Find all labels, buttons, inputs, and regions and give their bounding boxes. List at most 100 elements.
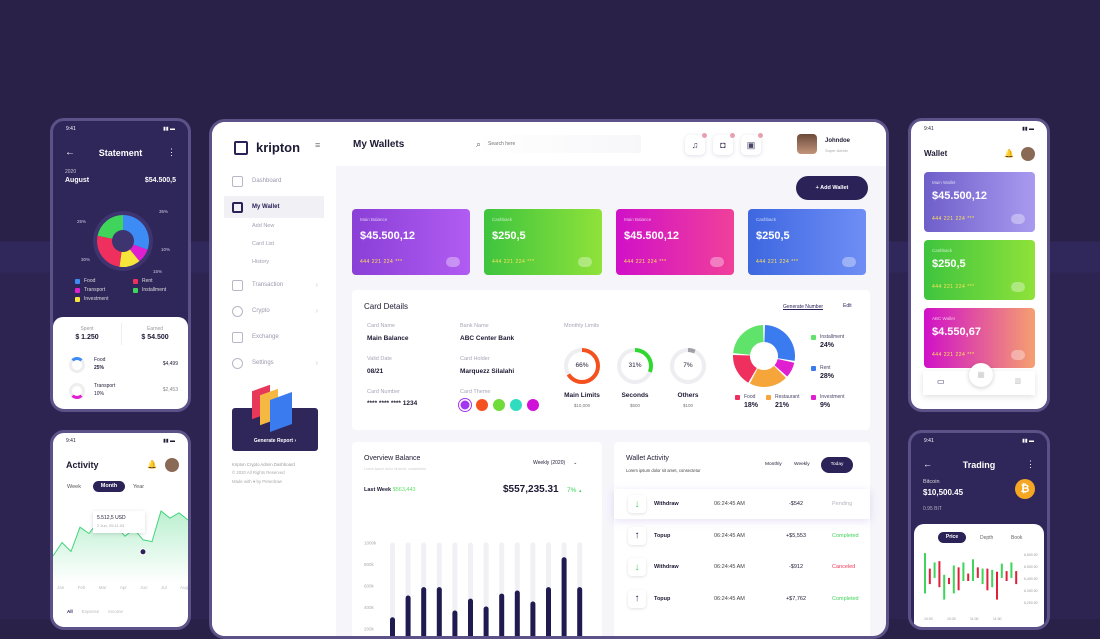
theme-swatch[interactable] (510, 399, 522, 411)
card-label: Main Balance (624, 217, 726, 222)
slice-label: 15% (153, 269, 162, 274)
tab-monthly[interactable]: Monthly (765, 462, 782, 467)
table-row[interactable]: ↑ Topup 06:24:45 AM +$5,553 Completed (614, 521, 870, 551)
search-bar[interactable]: ⌕ (476, 135, 641, 153)
filter-income[interactable]: Income (108, 609, 123, 614)
filter-expense[interactable]: Expense (82, 609, 100, 614)
sidebar-sub-history[interactable]: History (252, 259, 269, 265)
table-row[interactable]: ↓ Withdraw 06:24:45 AM -$542 Pending (614, 489, 870, 519)
footer-copyright: © 2020 All Rights Reserved (232, 470, 285, 475)
card-label: Cashback (932, 248, 1027, 253)
qr-scan-button[interactable]: ▦ (969, 363, 993, 387)
tab-month[interactable]: Month (93, 481, 125, 492)
gift-button[interactable]: ▣ (741, 135, 761, 155)
slice-label: 10% (161, 247, 170, 252)
tab-today[interactable]: Today (821, 457, 853, 473)
card-amount: $45.500,12 (624, 230, 726, 242)
notification-button[interactable]: ♫ (685, 135, 705, 155)
theme-swatch[interactable] (476, 399, 488, 411)
more-icon[interactable]: ⋮ (167, 147, 176, 158)
legend-swatch (75, 288, 80, 293)
tab-weekly[interactable]: Weekly (794, 462, 810, 467)
tab-depth[interactable]: Depth (980, 535, 993, 541)
card-number-value: **** **** **** 1234 (367, 400, 417, 407)
avatar[interactable] (1021, 147, 1035, 161)
table-row[interactable]: ↑ Topup 06:24:45 AM +$7,762 Completed (614, 584, 870, 614)
period-dropdown[interactable]: Weekly (2020)⌄ (533, 460, 577, 466)
nav-label: Transaction (252, 282, 283, 288)
candle (953, 566, 955, 594)
legend-swatch (811, 395, 816, 400)
theme-swatch[interactable] (527, 399, 539, 411)
sidebar-item-crypto[interactable]: Crypto› (224, 300, 324, 322)
x-tick-label: Jul (161, 585, 167, 590)
theme-swatch[interactable] (493, 399, 505, 411)
sidebar-sub-add-new[interactable]: Add New (252, 223, 274, 229)
chart-icon[interactable]: ▥ (1014, 377, 1021, 385)
candle (1006, 571, 1008, 581)
legend-item: Rent (133, 278, 185, 284)
search-input[interactable] (488, 141, 608, 147)
logo-icon (234, 141, 248, 155)
edit-link[interactable]: Edit (843, 303, 852, 309)
sidebar-sub-card-list[interactable]: Card List (252, 241, 274, 247)
sidebar-item-my-wallet[interactable]: My Wallet (224, 196, 324, 218)
limit-label: Main Limits (552, 392, 612, 399)
menu-icon[interactable]: ≡ (315, 140, 320, 150)
limit-amount: $10,000 (552, 403, 612, 408)
sidebar-item-exchange[interactable]: Exchange (224, 326, 324, 348)
card-number: 444 221 224 *** (932, 352, 975, 358)
candle (962, 562, 964, 581)
filter-all[interactable]: All (67, 609, 73, 614)
bell-icon[interactable]: 🔔 (1004, 149, 1014, 158)
coin-name: Bitcoin (923, 479, 940, 485)
theme-swatch[interactable] (459, 399, 471, 411)
messages-button[interactable]: ◘ (713, 135, 733, 155)
sidebar-item-settings[interactable]: Settings› (224, 352, 324, 374)
tooltip-date: 2 Jun, 05:11:03 (97, 523, 141, 528)
card-icon[interactable]: ▭ (937, 377, 945, 386)
item-label: Transport (94, 383, 115, 389)
selected-point[interactable] (140, 549, 146, 555)
more-icon[interactable]: ⋮ (1026, 459, 1035, 470)
sidebar-item-dashboard[interactable]: Dashboard (224, 170, 324, 192)
bell-icon[interactable]: 🔔 (147, 460, 157, 469)
overview-balance-panel: Overview Balance Lorem ipsum dolor sit a… (352, 442, 602, 639)
table-row[interactable]: ↓ Withdraw 06:24:45 AM -$912 Canceled (614, 552, 870, 582)
candle (958, 567, 960, 590)
footer-credit: Made with ♥ by Peterdraw (232, 479, 282, 484)
x-tick-label: Apr (120, 585, 127, 590)
tab-week[interactable]: Week (67, 484, 81, 490)
card-number: 444 221 224 *** (932, 284, 975, 290)
avatar[interactable] (165, 458, 179, 472)
legend-item: Food (75, 278, 127, 284)
activity-status: Completed (832, 596, 859, 602)
chat-icon: ◘ (720, 140, 725, 150)
list-item[interactable]: Food 25% $4,499 (69, 355, 178, 379)
bar (499, 594, 504, 639)
generate-report-button[interactable]: Generate Report › (232, 438, 318, 444)
tab-year[interactable]: Year (133, 484, 144, 490)
limit-label: Seconds (605, 392, 665, 399)
generate-number-link[interactable]: Generate Number (783, 304, 823, 310)
sidebar-item-transaction[interactable]: Transaction› (224, 274, 324, 296)
item-amount: $4,499 (163, 361, 178, 367)
legend-label: Rent (820, 365, 831, 371)
slice-label: 25% (77, 219, 86, 224)
footer-text: Kripton Crypto Admin Dashboard (232, 462, 295, 467)
x-tick-label: Feb (78, 585, 86, 590)
avatar[interactable] (797, 134, 817, 154)
legend-label: Installment (820, 334, 844, 340)
tab-book[interactable]: Book (1011, 535, 1022, 541)
list-item[interactable]: Transport 10% $2,453 (69, 381, 178, 405)
add-wallet-button[interactable]: + Add Wallet (796, 176, 868, 200)
tab-price[interactable]: Price (938, 532, 966, 543)
